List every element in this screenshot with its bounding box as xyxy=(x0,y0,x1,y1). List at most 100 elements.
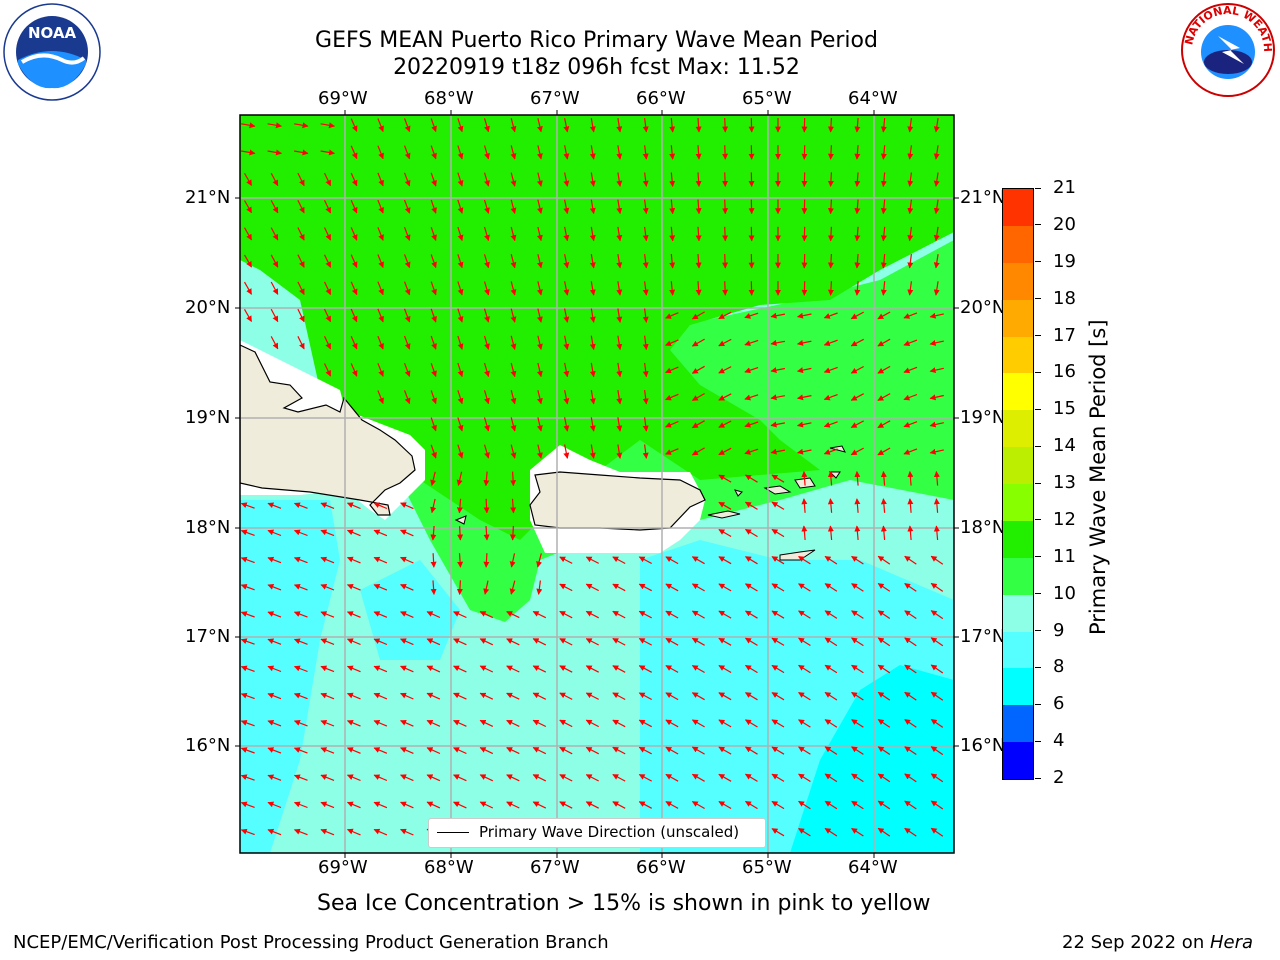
wave-direction-arrow xyxy=(718,338,732,347)
wave-direction-arrow xyxy=(642,444,649,459)
wave-direction-arrow xyxy=(903,448,918,455)
wave-direction-arrow xyxy=(771,583,785,592)
wave-direction-arrow xyxy=(638,610,652,619)
wave-direction-arrow xyxy=(430,281,437,296)
wave-direction-arrow xyxy=(400,692,414,700)
colorbar-tick-mark xyxy=(1035,445,1041,447)
wave-direction-arrow xyxy=(350,118,358,132)
wave-direction-arrow xyxy=(377,172,384,187)
wave-direction-arrow xyxy=(638,773,652,782)
wave-direction-arrow xyxy=(904,827,917,837)
wave-direction-arrow xyxy=(771,773,785,782)
wave-direction-arrow xyxy=(453,774,467,782)
wave-direction-arrow xyxy=(695,199,702,215)
colorbar-tick-mark xyxy=(1035,335,1041,336)
wave-direction-arrow xyxy=(456,580,463,595)
wave-direction-arrow xyxy=(563,417,570,432)
lon-label-top: 65°W xyxy=(742,88,792,109)
wave-direction-arrow xyxy=(585,665,599,673)
wave-direction-arrow xyxy=(510,254,517,269)
wave-direction-arrow xyxy=(770,312,786,319)
wave-direction-arrow xyxy=(877,800,891,810)
wave-direction-arrow xyxy=(430,335,437,350)
wave-direction-arrow xyxy=(824,746,838,755)
wave-direction-arrow xyxy=(771,610,785,619)
wave-direction-arrow xyxy=(430,363,437,377)
wave-direction-arrow xyxy=(665,312,679,319)
wave-direction-arrow xyxy=(430,444,437,459)
wave-direction-arrow xyxy=(267,665,282,673)
wave-direction-arrow xyxy=(430,498,437,514)
wave-direction-arrow xyxy=(510,471,517,487)
wave-direction-arrow xyxy=(350,363,358,377)
wave-direction-arrow xyxy=(346,529,361,537)
wave-direction-arrow xyxy=(771,828,785,837)
wave-direction-arrow xyxy=(854,525,861,541)
wave-direction-arrow xyxy=(320,556,335,564)
wave-direction-arrow xyxy=(483,444,490,459)
wave-direction-arrow xyxy=(827,525,834,541)
wave-direction-arrow xyxy=(722,172,729,187)
wave-direction-arrow xyxy=(426,801,441,809)
wave-direction-arrow xyxy=(430,227,437,241)
wave-direction-arrow xyxy=(798,800,811,810)
wave-direction-arrow xyxy=(744,556,758,565)
wave-direction-arrow xyxy=(642,145,649,160)
wave-direction-arrow xyxy=(267,828,282,836)
wave-direction-arrow xyxy=(373,529,388,537)
wave-direction-arrow xyxy=(403,308,411,323)
wave-direction-arrow xyxy=(616,390,623,405)
colorbar-tick-label: 6 xyxy=(1053,693,1065,715)
colorbar-segment xyxy=(1003,668,1033,706)
wave-direction-arrow xyxy=(691,692,705,701)
wave-direction-arrow xyxy=(770,394,786,401)
colorbar-tick-label: 12 xyxy=(1053,508,1076,530)
wave-direction-arrow xyxy=(589,172,596,187)
wave-direction-arrow xyxy=(536,118,543,133)
wave-direction-arrow xyxy=(510,335,517,350)
wave-direction-arrow xyxy=(373,720,388,727)
wave-direction-arrow xyxy=(771,474,785,483)
wave-direction-arrow xyxy=(616,226,623,242)
lon-label-top: 66°W xyxy=(636,88,686,109)
wave-direction-arrow xyxy=(559,556,573,564)
wave-direction-arrow xyxy=(718,583,732,592)
wave-direction-arrow xyxy=(479,638,494,646)
colorbar-segment xyxy=(1003,373,1033,411)
wave-direction-arrow xyxy=(744,773,758,782)
wave-direction-arrow xyxy=(797,394,812,401)
wave-direction-arrow xyxy=(907,118,914,133)
wave-direction-arrow xyxy=(877,610,891,619)
wave-direction-arrow xyxy=(426,719,441,727)
wave-direction-arrow xyxy=(350,199,358,214)
wave-direction-arrow xyxy=(691,365,705,374)
wave-direction-arrow xyxy=(243,227,253,241)
wave-direction-arrow xyxy=(377,390,384,405)
wave-direction-arrow xyxy=(403,226,411,241)
wave-direction-arrow xyxy=(695,253,702,269)
wave-direction-arrow xyxy=(827,172,834,187)
footer-host: Hera xyxy=(1209,932,1253,953)
wave-direction-arrow xyxy=(930,800,944,810)
wave-direction-arrow xyxy=(642,417,649,432)
wave-direction-arrow xyxy=(904,773,917,783)
lon-label-top: 67°W xyxy=(530,88,580,109)
wave-direction-arrow xyxy=(430,172,437,187)
wave-direction-arrow xyxy=(877,365,891,374)
wave-direction-arrow xyxy=(400,747,414,754)
wave-direction-arrow xyxy=(744,367,759,374)
wave-direction-arrow xyxy=(483,498,490,514)
wave-direction-arrow xyxy=(691,311,705,320)
wave-direction-arrow xyxy=(616,417,623,432)
wave-direction-arrow xyxy=(907,172,914,187)
wave-direction-arrow xyxy=(880,471,887,486)
wave-direction-arrow xyxy=(877,447,891,456)
wave-direction-arrow xyxy=(563,117,570,133)
wave-direction-arrow xyxy=(824,800,838,810)
wave-direction-arrow xyxy=(930,582,944,592)
wave-direction-arrow xyxy=(457,362,464,378)
wave-direction-arrow xyxy=(453,638,467,646)
wave-direction-arrow xyxy=(267,638,282,645)
wave-direction-arrow xyxy=(536,308,543,323)
wave-direction-arrow xyxy=(426,747,441,755)
